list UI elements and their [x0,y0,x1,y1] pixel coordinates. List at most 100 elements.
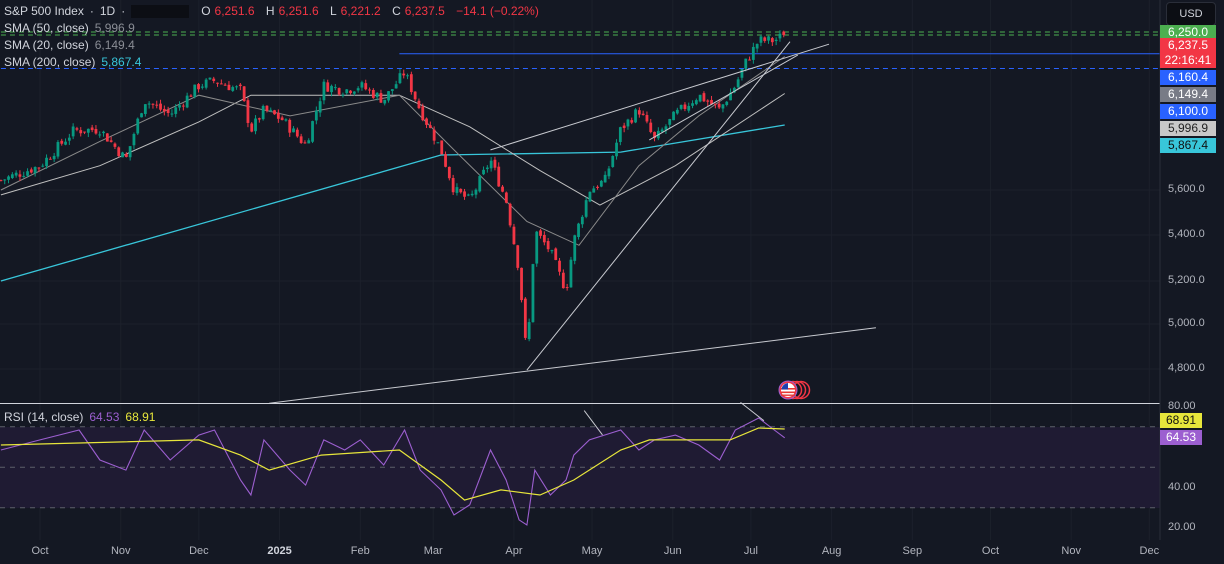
sma-20-legend[interactable]: SMA (20, close) 6,149.4 [4,37,543,54]
candle-down [425,118,428,125]
legend: S&P 500 Index · 1D · O 6,251.6 H 6,251.6 L… [4,3,543,71]
candle-up [474,189,478,195]
candle-down [371,89,375,98]
candle-down [641,113,645,116]
candle-up [231,87,235,91]
rsi-line [0,417,786,526]
symbol-name[interactable]: S&P 500 Index [4,4,84,18]
candle-down [83,131,86,133]
candle-down [109,140,113,142]
candle-down [421,106,425,121]
candle-down [459,188,463,193]
candle-down [273,110,276,115]
sma-200-legend[interactable]: SMA (200, close) 5,867.4 [4,54,543,71]
candle-up [406,75,409,77]
rsi-tag: 68.91 [1160,413,1202,428]
high-label: H [265,4,275,18]
candle-down [246,100,250,123]
candle-up [778,33,782,39]
interval[interactable]: 1D [99,4,116,18]
candle-up [573,235,577,261]
candle-down [276,112,280,119]
candle-down [561,272,565,289]
time-axis-tick: Sep [902,545,923,557]
currency-button[interactable]: USD [1166,2,1216,26]
candle-down [18,174,22,177]
candle-down [29,169,33,173]
candle-down [645,114,649,122]
candle-up [751,46,755,60]
candle-down [782,31,786,36]
price-tag: 6,237.5 22:16:41 [1160,38,1216,68]
candle-down [463,191,466,197]
candle-up [174,107,178,114]
candle-up [269,109,273,111]
trend-line [526,41,791,371]
candle-up [261,106,265,120]
sma-50-value: 5,996.9 [94,21,135,35]
candle-up [387,91,390,101]
candle-up [736,79,740,88]
trend-line [649,54,799,141]
candle-up [128,146,132,158]
candle-up [767,36,770,41]
rsi-legend[interactable]: RSI (14, close) 64.53 68.91 [4,410,155,424]
price-tag-value: 5,867.4 [1167,138,1209,152]
bar-countdown: 22:16:41 [1164,53,1212,67]
rsi-trend-line [583,410,603,436]
us-flag-events-icon[interactable] [777,380,811,400]
candle-up [314,110,318,121]
candle-down [162,108,166,112]
candle-down [364,83,368,90]
candle-up [489,160,493,169]
time-axis-tick: Aug [821,545,842,557]
high-value: 6,251.6 [278,4,319,18]
candle-up [33,166,37,174]
change-value: −14.1 (−0.22%) [456,4,539,18]
time-axis-tick: Dec [189,545,209,557]
candle-down [295,129,299,137]
price-tag-value: 6,250.0 [1167,25,1209,39]
candle-down [79,130,83,134]
rsi-lines [0,402,786,526]
price-tag: 6,250.0 [1160,25,1216,40]
candle-down [402,73,406,76]
candle-down [409,74,413,93]
time-axis-tick: Oct [31,545,49,557]
sma-50-line [0,93,785,206]
time-axis-tick: 2025 [267,545,292,557]
candle-up [687,105,691,111]
candle-up [626,119,630,127]
time-axis-tick: May [581,545,603,557]
candle-up [729,92,732,101]
candle-down [181,105,185,107]
candle-up [121,152,124,158]
trend-lines[interactable] [269,41,876,404]
price-tag: 6,100.0 [1160,104,1216,119]
sma-200-line [0,124,785,282]
candle-up [664,126,668,130]
candle-up [204,79,208,88]
candle-down [653,131,656,138]
candle-up [200,86,204,88]
candle-up [611,155,615,167]
candle-up [10,174,14,179]
candle-down [558,260,561,272]
candle-up [660,129,664,132]
candle-up [485,167,489,170]
candle-up [588,191,592,202]
candle-up [721,104,725,109]
candle-up [527,322,531,340]
rsi-label: RSI (14, close) [4,410,84,424]
candle-down [0,180,3,182]
candle-up [592,188,596,193]
candle-up [668,118,672,125]
candle-up [375,92,379,98]
candle-up [740,69,744,78]
candle-down [702,93,706,102]
candle-down [227,84,231,91]
sma-50-legend[interactable]: SMA (50, close) 5,996.9 [4,20,543,37]
candles [0,30,786,342]
candle-up [292,128,295,133]
